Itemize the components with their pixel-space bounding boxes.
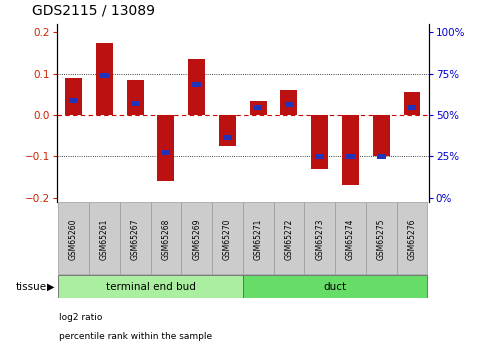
Bar bbox=[373, 115, 389, 156]
Bar bbox=[181, 202, 212, 274]
Text: GSM65260: GSM65260 bbox=[69, 219, 78, 260]
Bar bbox=[250, 101, 267, 115]
Bar bbox=[212, 202, 243, 274]
Bar bbox=[157, 115, 175, 181]
Text: ▶: ▶ bbox=[47, 282, 54, 292]
Text: GSM65275: GSM65275 bbox=[377, 219, 386, 260]
Text: GSM65272: GSM65272 bbox=[284, 219, 293, 260]
Text: GSM65261: GSM65261 bbox=[100, 219, 109, 260]
Text: duct: duct bbox=[323, 282, 347, 292]
Bar bbox=[219, 115, 236, 146]
Bar bbox=[304, 202, 335, 274]
Text: GSM65274: GSM65274 bbox=[346, 219, 355, 260]
Text: GSM65270: GSM65270 bbox=[223, 219, 232, 260]
Bar bbox=[396, 202, 427, 274]
Bar bbox=[58, 202, 89, 274]
Bar bbox=[377, 154, 386, 159]
Bar bbox=[346, 154, 355, 159]
Bar bbox=[342, 115, 359, 185]
Text: GDS2115 / 13089: GDS2115 / 13089 bbox=[32, 3, 155, 17]
Text: tissue: tissue bbox=[16, 282, 47, 292]
Bar bbox=[58, 275, 243, 298]
Bar bbox=[100, 73, 108, 78]
Bar bbox=[188, 59, 205, 115]
Bar bbox=[127, 80, 143, 115]
Text: GSM65276: GSM65276 bbox=[408, 219, 417, 260]
Bar bbox=[284, 102, 293, 107]
Bar bbox=[243, 202, 274, 274]
Text: GSM65267: GSM65267 bbox=[131, 219, 140, 260]
Bar bbox=[131, 101, 140, 106]
Text: terminal end bud: terminal end bud bbox=[106, 282, 195, 292]
Bar bbox=[150, 202, 181, 274]
Bar bbox=[120, 202, 150, 274]
Text: log2 ratio: log2 ratio bbox=[59, 313, 103, 322]
Bar bbox=[274, 202, 304, 274]
Bar bbox=[311, 115, 328, 169]
Bar bbox=[65, 78, 82, 115]
Bar bbox=[335, 202, 366, 274]
Bar bbox=[192, 82, 201, 87]
Bar bbox=[408, 105, 416, 110]
Text: GSM65273: GSM65273 bbox=[315, 219, 324, 260]
Bar bbox=[316, 154, 324, 159]
Bar bbox=[96, 43, 113, 115]
Text: GSM65268: GSM65268 bbox=[161, 219, 171, 260]
Bar bbox=[404, 92, 421, 115]
Bar bbox=[223, 135, 232, 140]
Bar bbox=[89, 202, 120, 274]
Bar bbox=[366, 202, 396, 274]
Bar bbox=[243, 275, 427, 298]
Text: percentile rank within the sample: percentile rank within the sample bbox=[59, 332, 212, 341]
Bar bbox=[254, 105, 262, 110]
Bar bbox=[70, 98, 78, 103]
Bar bbox=[162, 150, 170, 155]
Text: GSM65269: GSM65269 bbox=[192, 219, 201, 260]
Text: GSM65271: GSM65271 bbox=[254, 219, 263, 260]
Bar bbox=[281, 90, 297, 115]
